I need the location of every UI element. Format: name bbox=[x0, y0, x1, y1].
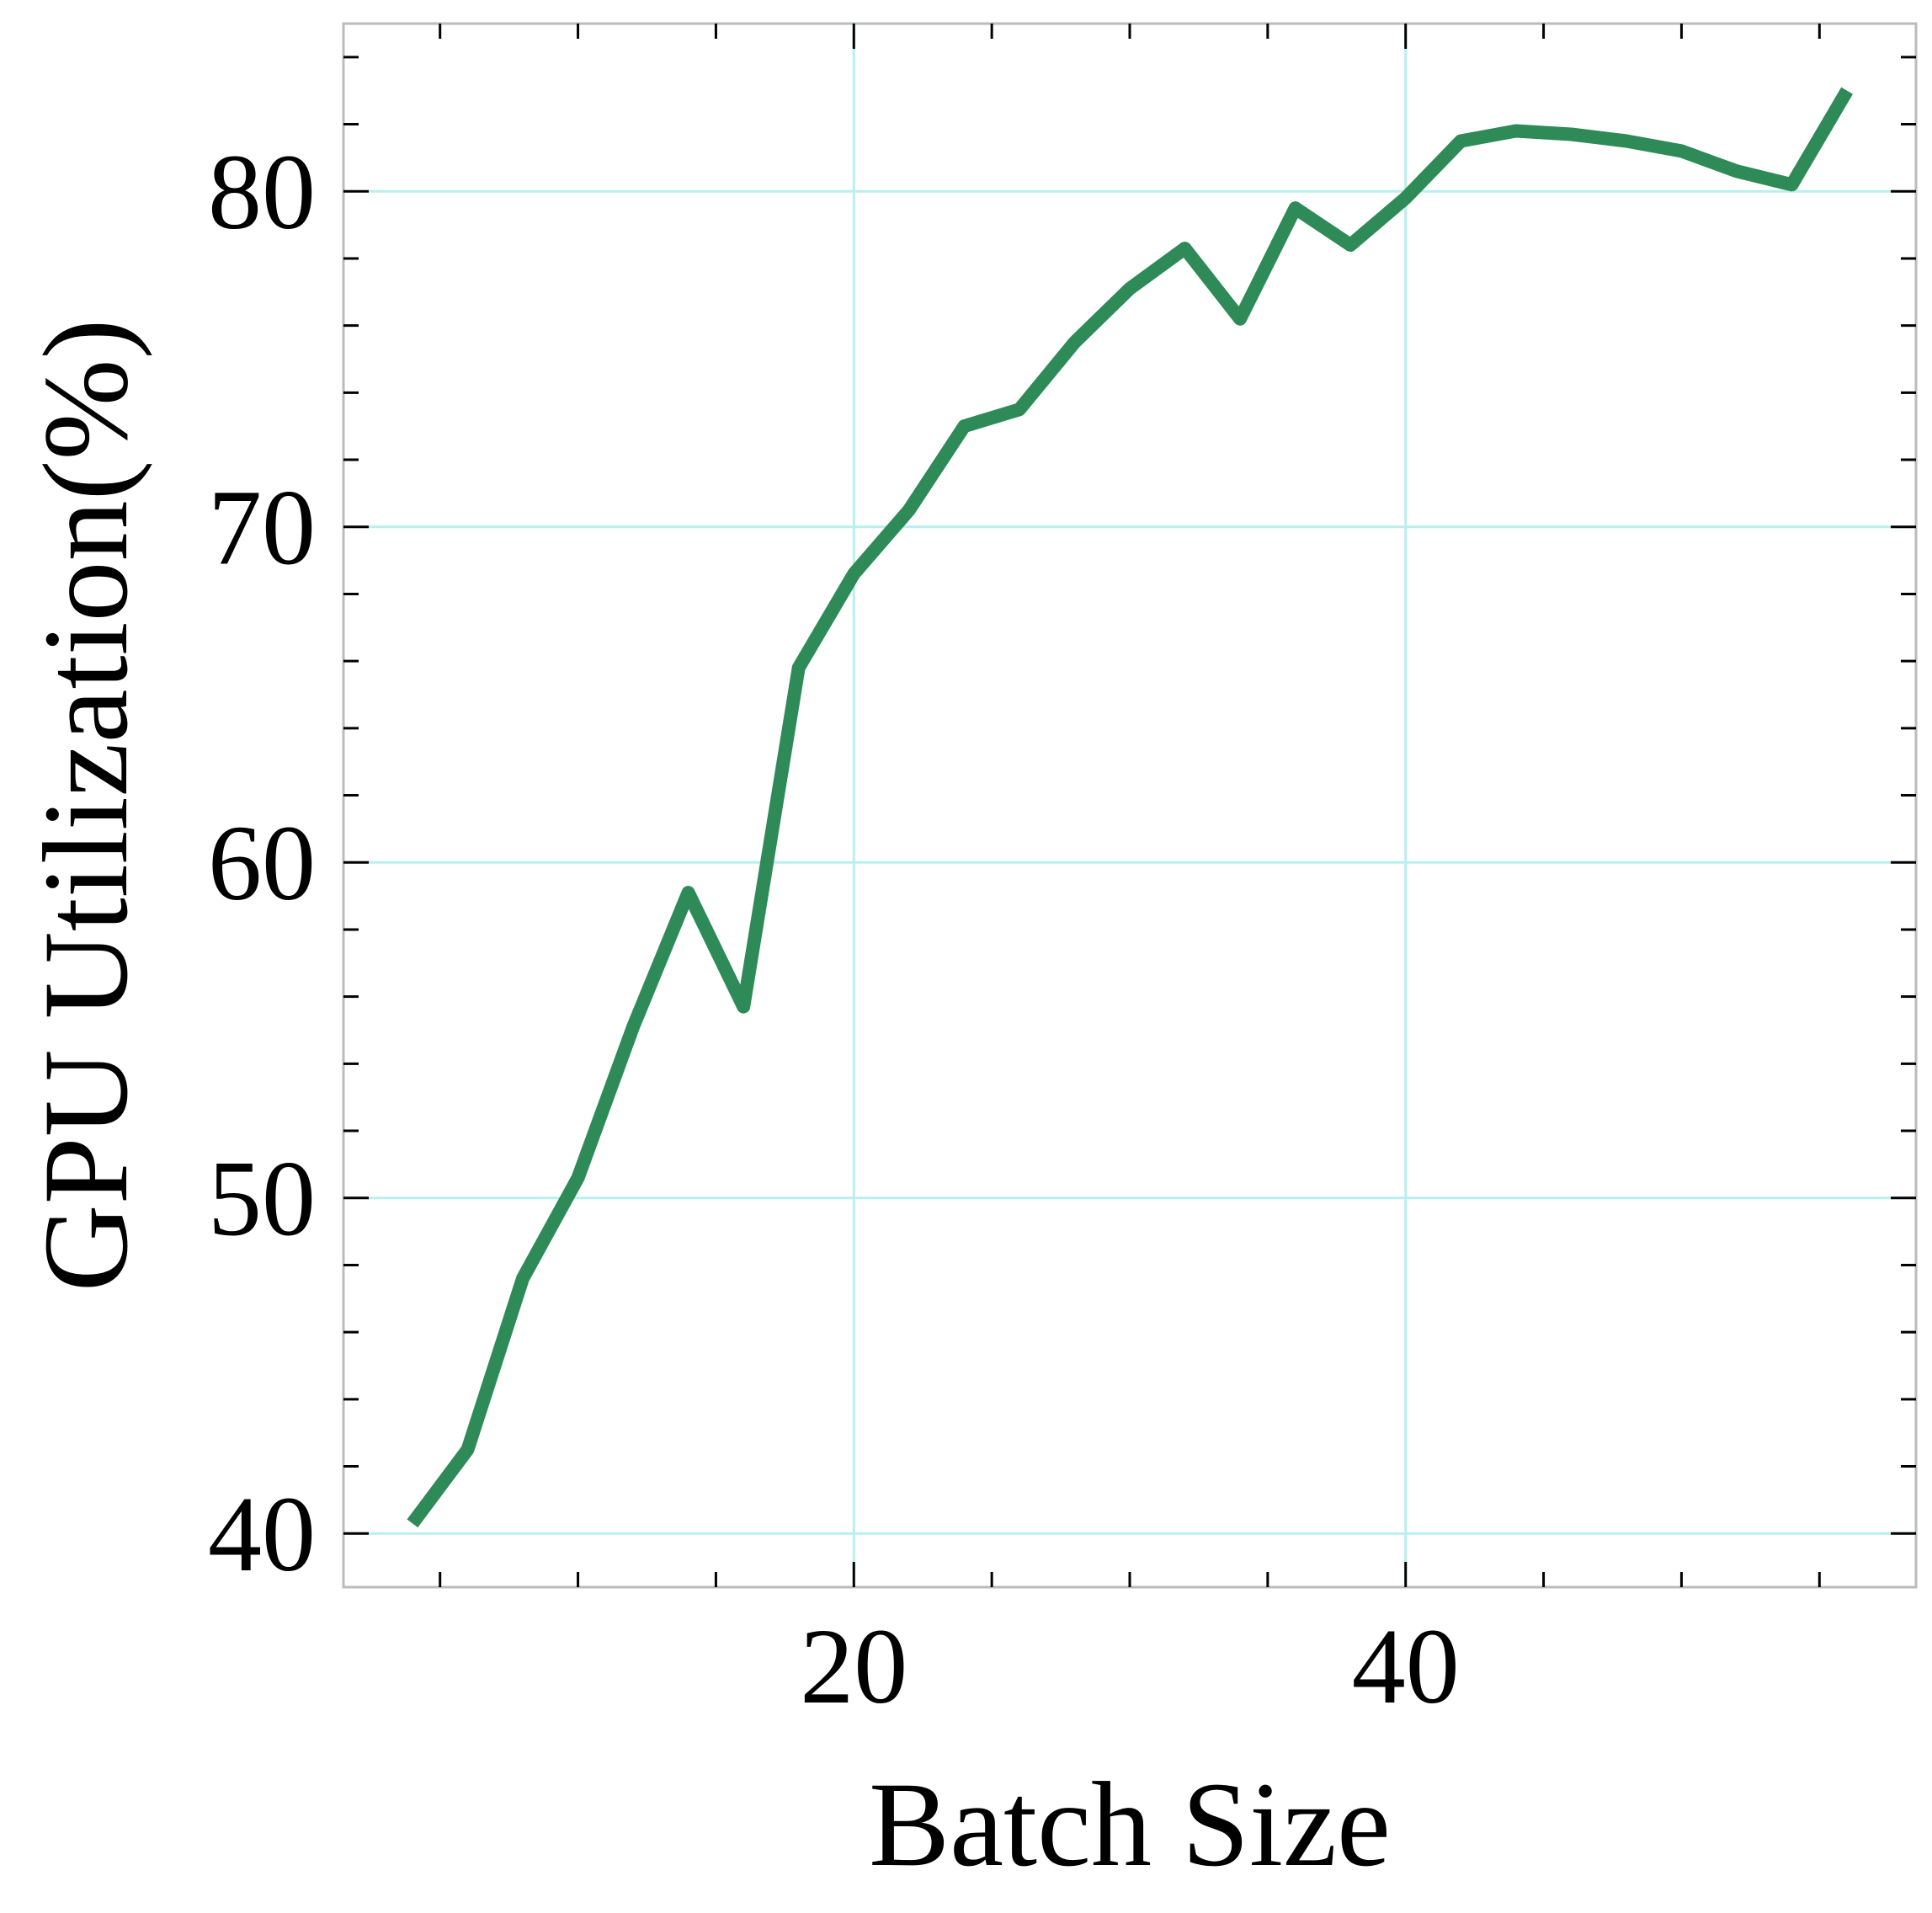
y-tick-label: 70 bbox=[208, 468, 316, 588]
ticks bbox=[343, 24, 1916, 1587]
series-line bbox=[407, 87, 1853, 1528]
tick-labels: 20 40 40 50 60 70 80 bbox=[208, 132, 1460, 1726]
x-axis-label: Batch Size bbox=[869, 1758, 1391, 1892]
y-tick-label: 50 bbox=[208, 1139, 316, 1259]
x-tick-label: 20 bbox=[800, 1607, 907, 1726]
series-layer bbox=[407, 87, 1853, 1528]
y-tick-label: 60 bbox=[208, 803, 316, 923]
y-axis-label: GPU Utilization(%) bbox=[19, 319, 153, 1292]
x-tick-label: 40 bbox=[1352, 1607, 1460, 1726]
y-tick-label: 80 bbox=[208, 132, 316, 252]
plot-frame bbox=[342, 22, 1918, 1589]
y-tick-label: 40 bbox=[208, 1474, 316, 1594]
grid bbox=[343, 24, 1916, 1587]
